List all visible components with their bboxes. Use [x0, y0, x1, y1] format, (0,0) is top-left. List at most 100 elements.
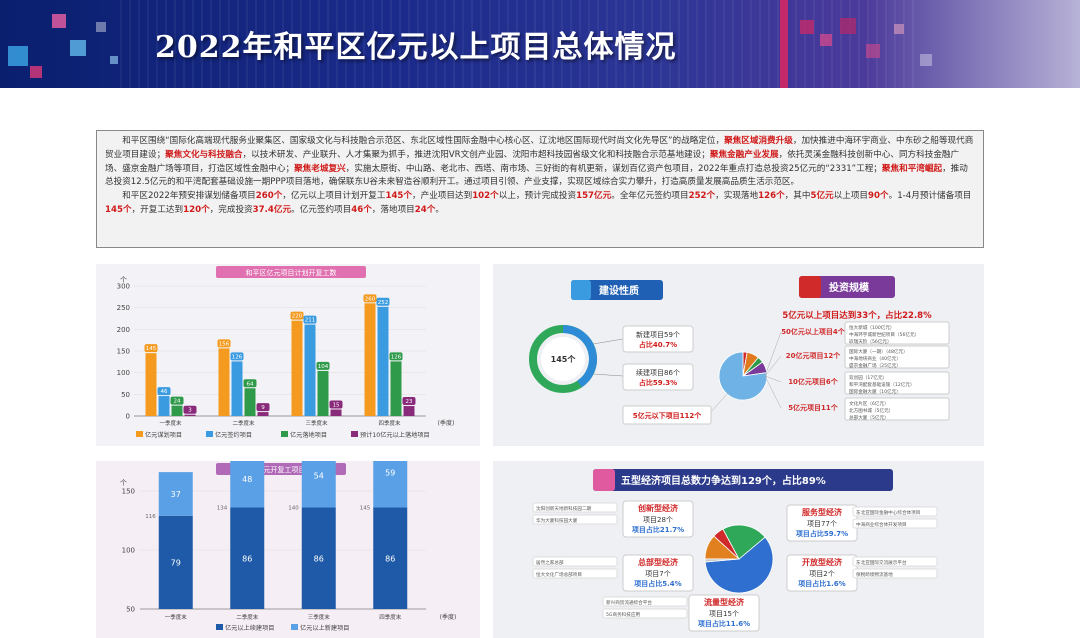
five-sub-item: 居然之家总部 — [536, 559, 564, 566]
data-label-bg — [316, 361, 330, 370]
data-label-bg — [363, 294, 377, 303]
five-sub-item: 东北亚国际交流展示平台 — [856, 559, 907, 566]
legend-swatch — [216, 624, 223, 630]
data-label: 64 — [247, 381, 254, 387]
bar — [218, 348, 230, 416]
five-sub-item: 保税跨境物流基地 — [856, 571, 893, 578]
five-sub-box — [532, 568, 618, 579]
tier-detail-box — [844, 397, 950, 421]
five-share: 项目占比11.6% — [698, 619, 750, 628]
data-label-bg — [144, 344, 158, 353]
five-category: 服务型经济 — [802, 507, 843, 517]
body-text: ，其中 — [784, 191, 811, 202]
data-label: 9 — [261, 405, 265, 411]
tier-detail: 玖瑞天阶（56亿元） — [849, 338, 892, 345]
bar-segment-upper — [301, 443, 336, 508]
data-label: 59 — [385, 469, 395, 478]
five-sub-box — [852, 506, 938, 517]
y-tick-label: 300 — [117, 283, 130, 291]
five-title: 五型经济项目总数力争达到129个，占比89% — [621, 474, 826, 487]
five-sub-item: 华为大厦科技园大厦 — [536, 517, 578, 524]
five-sub-box — [602, 608, 688, 619]
body-text: 和平区围绕“国际化高端现代服务业聚集区、国家级文化与科技融合示范区、东北区域性国… — [122, 136, 725, 146]
chart-panel-start-projects: 和平区亿元开复工项目计划数个 50 100 150 79 37 116 一季度末 86 48 134… — [96, 437, 480, 638]
five-economy-graphic: 五型经济项目总数力争达到129个，占比89% 创新型经济项目28个项目占比21.7… — [532, 469, 938, 632]
summary-paragraph-1: 和平区围绕“国际化高端现代服务业聚集区、国家级文化与科技融合示范区、东北区域性国… — [105, 135, 975, 190]
five-callout-box — [622, 500, 694, 538]
highlight-text: 260个 — [255, 191, 283, 202]
tier-detail: 中海环宇城新世纪项目（56亿元） — [849, 331, 919, 338]
body-text: ，开复工达到 — [131, 204, 184, 215]
x-tick-label: 四季度末 — [379, 613, 402, 621]
data-label-bg — [376, 297, 390, 306]
callout-line — [592, 338, 624, 345]
legend-swatch — [206, 431, 213, 437]
data-label: 260 — [365, 296, 376, 302]
body-text: ，完成投资 — [209, 204, 253, 215]
donut-center — [541, 337, 585, 381]
tier-detail: 国际金融大厦（10亿元） — [849, 388, 901, 395]
tier-detail: 北方图书城（5亿元） — [849, 407, 893, 414]
body-text: ，实现落地 — [715, 191, 759, 202]
y-tick-label: 50 — [126, 606, 135, 614]
highlight-text: 37.4亿元 — [252, 204, 292, 215]
legend-label: 亿元签约项目 — [215, 431, 252, 439]
body-text: ，推动总投资12.5亿元的和平湾配套基础设施一期PPP项目落地，确保联东U谷未来… — [105, 163, 968, 188]
data-label: 145 — [146, 346, 157, 352]
bar — [377, 306, 389, 416]
bar-segment-lower — [158, 515, 193, 609]
five-count: 项目2个 — [809, 570, 834, 578]
highlight-text: 120个 — [183, 204, 210, 215]
data-label: 15 — [333, 403, 340, 409]
legend-swatch — [281, 431, 288, 437]
data-label: 3 — [188, 408, 192, 414]
tier-detail-box — [844, 345, 950, 369]
summary-textbox: 和平区围绕“国际化高端现代服务业聚集区、国家级文化与科技融合示范区、东北区域性国… — [96, 130, 984, 248]
tier-detail: 总部大厦（5亿元） — [849, 414, 889, 421]
y-tick-label: 200 — [117, 326, 130, 334]
data-label: 252 — [378, 300, 389, 306]
highlight-text: 157亿元 — [576, 191, 612, 202]
data-label: 54 — [314, 472, 324, 481]
decorative-cubes-icon — [8, 14, 118, 78]
scale-headline: 5亿元以上项目达到33个，占比22.8% — [782, 310, 932, 321]
tier-detail: 国际大厦（一期）（48亿元） — [849, 348, 908, 355]
highlight-text: 126个 — [758, 191, 785, 202]
five-sub-item: 恒大文化广场总部项目 — [536, 571, 582, 578]
body-text: ，落地项目 — [371, 204, 415, 215]
five-sub-item: 新兴商贸流通综合平台 — [606, 599, 652, 606]
data-label-bg — [170, 396, 184, 405]
data-label: 86 — [385, 554, 395, 563]
highlight-text: 145个 — [105, 204, 132, 215]
five-sub-item: 5G商务科技应用 — [606, 611, 640, 618]
five-category: 流量型经济 — [704, 597, 745, 607]
highlight-text: 聚焦区域消费升级 — [724, 136, 793, 146]
chart-panel-quarterly-projects: 和平区亿元项目计划开复工数个 0 50 100 150 200 250 300 145 46 24 3… — [96, 264, 480, 446]
data-label: 126 — [391, 354, 402, 360]
callout-line — [764, 355, 782, 377]
five-count: 项目28个 — [643, 516, 673, 524]
banner-accent-bar — [780, 0, 788, 88]
legend-swatch — [136, 431, 143, 437]
donut-segment — [562, 325, 597, 388]
five-share: 项目占比59.7% — [796, 529, 848, 538]
y-tick-label: 150 — [122, 488, 135, 496]
total-label: 134 — [217, 506, 228, 512]
y-tick-label: 150 — [117, 348, 130, 356]
bar — [330, 409, 342, 416]
page-title: 2022年和平区亿元以上项目总体情况 — [155, 30, 677, 65]
highlight-text: 90个 — [868, 191, 889, 202]
callout-share: 占比59.3% — [639, 378, 677, 387]
x-tick-label: 二季度末 — [236, 613, 259, 621]
body-text: 。1-4月预计储备项目 — [888, 191, 972, 202]
legend-label: 亿元以上续建项目 — [225, 624, 275, 632]
callout-label: 续建项目86个 — [636, 368, 680, 377]
scale-icon — [799, 276, 821, 298]
highlight-text: 102个 — [472, 191, 499, 202]
body-text: ，实施太原街、中山路、老北市、西塔、南市场、三好街的有机更新，谋划百亿资产包项目… — [345, 163, 882, 174]
y-tick-label: 0 — [126, 413, 130, 421]
five-slice — [704, 536, 774, 594]
body-text: 以上，预计完成投资 — [498, 191, 577, 202]
five-sub-box — [532, 514, 618, 525]
